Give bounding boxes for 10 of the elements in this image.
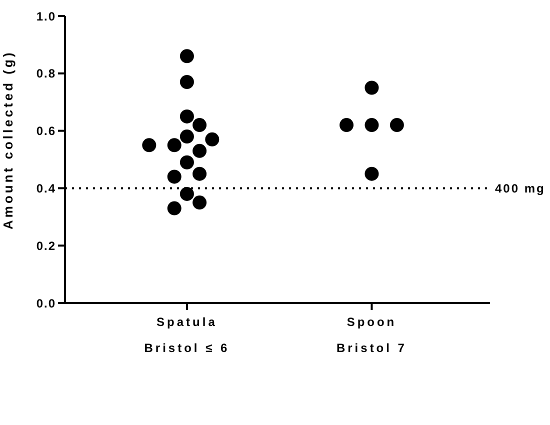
x-tick-label: Spatula Bristol ≤ 6 — [144, 315, 230, 355]
y-tick-label: 0.6 — [36, 124, 56, 138]
y-tick-label: 0.8 — [36, 66, 56, 81]
x-tick-label: Spoon Bristol 7 — [336, 315, 407, 355]
ref-line-label: 400 mg — [495, 181, 546, 196]
y-tick-label: 0.2 — [36, 238, 56, 253]
y-axis-title: Amount collected (g) — [0, 50, 16, 230]
y-tick-label: 0.4 — [36, 181, 56, 196]
y-tick-label: 1.0 — [36, 9, 56, 24]
y-tick-label: 0.0 — [36, 296, 56, 310]
